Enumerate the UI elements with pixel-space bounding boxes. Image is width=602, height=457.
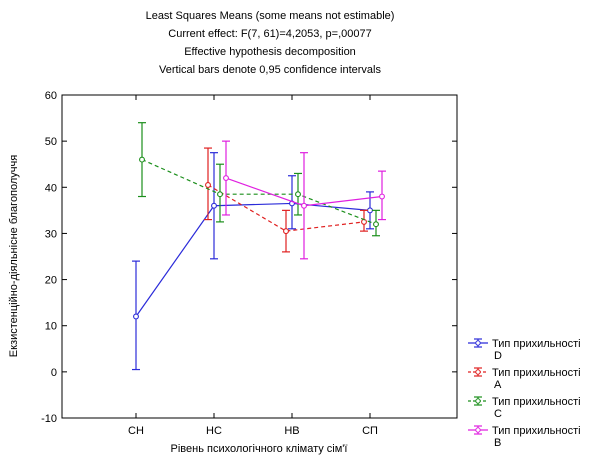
data-point <box>301 202 307 209</box>
y-tick-label: 20 <box>45 275 57 287</box>
legend-label-suffix: A <box>494 379 502 391</box>
series-line <box>207 184 365 232</box>
legend-marker <box>475 427 481 433</box>
x-tick-label: СН <box>128 425 144 437</box>
chart-title-line-2: Current effect: F(7, 61)=4,2053, p=,0007… <box>168 28 371 40</box>
series-line <box>135 202 371 317</box>
legend-marker <box>475 340 481 346</box>
series-1 <box>132 152 374 371</box>
legend-label-suffix: B <box>494 437 501 449</box>
y-axis-label: Екзистенційно-діяльнісне благополуччя <box>8 155 20 357</box>
data-point <box>283 228 289 235</box>
data-point <box>139 156 145 163</box>
x-axis: СН НС НВ СП <box>128 95 378 437</box>
legend-label: Тип прихильності <box>492 367 581 379</box>
legend-label: Тип прихильності <box>492 425 581 437</box>
x-tick-label: НС <box>206 425 222 437</box>
legend-marker <box>475 398 481 404</box>
chart-title-line-4: Vertical bars denote 0,95 confidence int… <box>159 64 381 76</box>
legend-label-suffix: D <box>494 350 502 362</box>
chart-title-line-1: Least Squares Means (some means not esti… <box>146 10 395 22</box>
series-layer <box>132 122 386 371</box>
data-point <box>379 193 385 200</box>
series-3 <box>138 122 380 237</box>
y-tick-label: -10 <box>41 413 57 425</box>
y-tick-label: 50 <box>45 136 57 148</box>
y-tick-label: 40 <box>45 182 57 194</box>
y-tick-label: 30 <box>45 228 57 240</box>
y-tick-label: 0 <box>51 367 57 379</box>
chart-title-block: Least Squares Means (some means not esti… <box>146 10 395 76</box>
plot-area-frame <box>61 94 458 419</box>
x-axis-label: Рівень психологічного клімату сім'ї <box>171 443 348 455</box>
data-point <box>205 182 211 188</box>
x-tick-label: НВ <box>284 425 299 437</box>
series-line <box>141 159 377 225</box>
y-tick-label: 10 <box>45 321 57 333</box>
legend-label: Тип прихильності <box>492 396 581 408</box>
series-4 <box>222 140 386 260</box>
data-point <box>223 175 229 182</box>
data-point <box>367 207 373 214</box>
x-tick-label: СП <box>362 425 378 437</box>
chart-title-line-3: Effective hypothesis decomposition <box>184 46 356 58</box>
legend-label: Тип прихильності <box>492 338 581 350</box>
data-point <box>211 202 217 209</box>
legend-label-suffix: C <box>494 408 502 420</box>
data-point <box>133 313 139 320</box>
data-point <box>295 191 301 198</box>
series-2 <box>204 147 368 253</box>
data-point <box>373 221 379 228</box>
y-tick-label: 60 <box>45 90 57 102</box>
legend-marker <box>475 369 481 375</box>
y-axis: -10 0 10 20 30 40 50 60 <box>41 90 457 425</box>
data-point <box>217 191 223 198</box>
